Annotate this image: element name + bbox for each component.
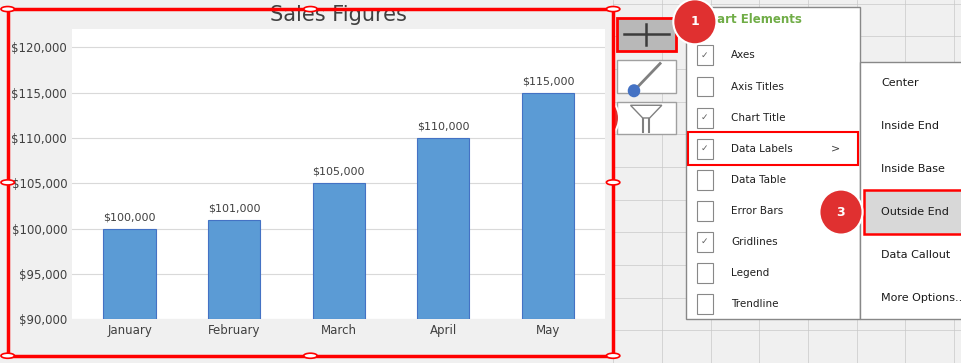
FancyBboxPatch shape <box>686 7 860 319</box>
FancyBboxPatch shape <box>697 107 713 127</box>
Circle shape <box>628 84 640 97</box>
FancyBboxPatch shape <box>697 45 713 65</box>
Text: Inside Base: Inside Base <box>881 164 945 174</box>
Text: Inside End: Inside End <box>881 121 939 131</box>
FancyBboxPatch shape <box>860 62 961 319</box>
Text: $100,000: $100,000 <box>104 212 156 222</box>
FancyBboxPatch shape <box>617 18 676 51</box>
FancyBboxPatch shape <box>697 139 713 159</box>
Text: ✓: ✓ <box>701 237 708 246</box>
FancyBboxPatch shape <box>697 232 713 252</box>
Text: >: > <box>831 144 840 154</box>
Circle shape <box>674 0 717 44</box>
FancyBboxPatch shape <box>697 294 713 314</box>
Text: Legend: Legend <box>731 268 770 278</box>
FancyBboxPatch shape <box>617 60 676 93</box>
Bar <box>208 220 260 319</box>
Circle shape <box>820 189 863 234</box>
FancyBboxPatch shape <box>697 263 713 283</box>
Text: $110,000: $110,000 <box>417 122 470 131</box>
Text: $115,000: $115,000 <box>522 76 574 86</box>
Text: Data Callout: Data Callout <box>881 250 950 260</box>
Text: Outside End: Outside End <box>881 207 949 217</box>
Text: Axes: Axes <box>731 50 756 61</box>
Text: Chart Title: Chart Title <box>731 113 786 123</box>
Text: 3: 3 <box>837 205 846 219</box>
Text: ✓: ✓ <box>701 51 708 60</box>
Bar <box>417 138 470 319</box>
Text: Gridlines: Gridlines <box>731 237 778 247</box>
Title: Sales Figures: Sales Figures <box>270 5 407 25</box>
Bar <box>104 229 156 319</box>
Text: 1: 1 <box>691 15 700 28</box>
Text: Data Table: Data Table <box>731 175 786 185</box>
FancyBboxPatch shape <box>697 77 713 97</box>
Bar <box>522 93 574 319</box>
FancyBboxPatch shape <box>697 201 713 221</box>
Text: $105,000: $105,000 <box>312 167 365 177</box>
Text: Axis Titles: Axis Titles <box>731 82 784 91</box>
FancyBboxPatch shape <box>617 102 676 134</box>
Text: ✓: ✓ <box>701 144 708 153</box>
Bar <box>312 183 365 319</box>
Text: $101,000: $101,000 <box>208 203 260 213</box>
Text: 2: 2 <box>593 111 602 125</box>
Text: Chart Elements: Chart Elements <box>701 13 802 26</box>
Text: Data Labels: Data Labels <box>731 144 793 154</box>
FancyBboxPatch shape <box>864 190 961 234</box>
Text: Error Bars: Error Bars <box>731 206 783 216</box>
Text: More Options...: More Options... <box>881 293 961 303</box>
Text: Trendline: Trendline <box>731 299 779 309</box>
Text: Center: Center <box>881 78 919 88</box>
Text: ✓: ✓ <box>701 113 708 122</box>
FancyBboxPatch shape <box>697 170 713 189</box>
Circle shape <box>576 95 619 140</box>
